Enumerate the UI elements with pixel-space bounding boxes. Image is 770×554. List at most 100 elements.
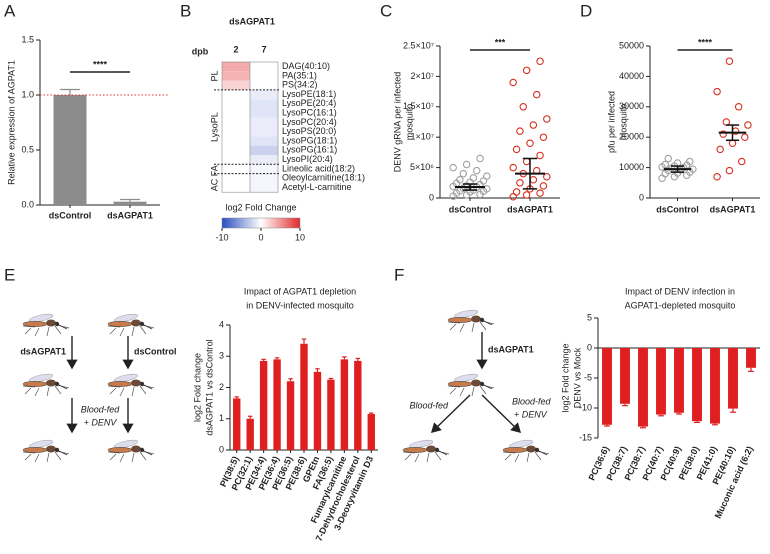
heatmap-cell — [222, 80, 250, 90]
chart-title: in DENV-infected mosquito — [246, 300, 354, 310]
y-tick-label: 4 — [219, 319, 224, 329]
mosquito-leg — [459, 323, 465, 333]
mosquito-leg — [426, 452, 430, 463]
row-label: Lineolic acid(18:2) — [282, 163, 355, 173]
data-point — [536, 189, 544, 197]
heatmap-cell — [222, 117, 250, 128]
bar — [300, 343, 308, 450]
bar — [286, 381, 295, 450]
mosquito-proboscis — [58, 324, 68, 330]
mosquito-leg — [109, 327, 117, 335]
mosquito-icon — [22, 439, 70, 463]
bar — [656, 348, 666, 415]
mosquito-leg — [54, 451, 62, 461]
data-point — [509, 163, 517, 172]
mosquito-leg — [449, 323, 457, 331]
data-point — [734, 103, 743, 111]
mosquito-abdomen — [107, 447, 133, 453]
mosquito-icon — [22, 373, 70, 397]
mosquito-leg — [54, 385, 62, 395]
mosquito-wing — [113, 313, 139, 323]
data-point — [483, 172, 491, 180]
data-point — [539, 133, 548, 141]
mosquito-wing — [453, 373, 479, 383]
data-point — [543, 172, 551, 181]
data-point — [658, 174, 666, 182]
treatment-label: dsAGPAT1 — [488, 344, 534, 354]
data-point — [716, 145, 724, 154]
mosquito-icon — [107, 439, 155, 463]
data-point — [539, 182, 548, 190]
mosquito-leg — [481, 320, 495, 325]
mosquito-thorax — [46, 445, 56, 453]
data-point — [483, 185, 491, 193]
x-tick-label: dsAGPAT1 — [710, 204, 756, 214]
heatmap-cell — [250, 117, 278, 128]
mosquito-head — [534, 447, 540, 453]
chart-title: AGPAT1-depleted mosquito — [625, 300, 736, 310]
mosquito-abdomen — [22, 321, 48, 327]
heatmap-cell — [222, 182, 250, 193]
bar — [367, 414, 375, 450]
y-axis-label: mosquito — [404, 104, 414, 141]
group-label: PL — [209, 70, 219, 81]
row-label: PA(35:1) — [282, 70, 317, 80]
row-label: LysoPS(20:0) — [282, 126, 336, 136]
data-point — [713, 87, 721, 96]
y-tick-label: 0.0 — [21, 199, 34, 209]
mosquito-leg — [534, 451, 542, 461]
row-label: Acetyl-L-carnitine — [282, 182, 352, 192]
heatmap-cell — [222, 155, 250, 165]
significance-label: **** — [93, 59, 108, 69]
heatmap-cell — [250, 173, 278, 183]
heatmap-cell — [250, 108, 278, 118]
mosquito-leg — [141, 384, 155, 389]
colorbar-tick-label: 0 — [258, 232, 263, 242]
mosquito-abdomen — [22, 381, 48, 387]
data-point — [476, 154, 484, 163]
data-point — [519, 103, 528, 111]
mosquito-leg — [119, 453, 125, 463]
colorbar — [221, 217, 301, 229]
mosquito-leg — [131, 452, 135, 463]
bar — [620, 348, 630, 404]
mosquito-head — [139, 381, 145, 387]
mosquito-leg — [54, 325, 62, 335]
y-tick-label: 1 — [219, 413, 224, 423]
mosquito-leg — [504, 453, 512, 461]
mosquito-icon — [502, 439, 550, 463]
mosquito-icon — [107, 313, 155, 337]
mosquito-leg — [139, 385, 147, 395]
data-point — [472, 166, 481, 175]
y-axis-label: dsAGPAT1 vs dsControl — [204, 339, 214, 435]
mosquito-leg — [109, 453, 117, 461]
arrow — [430, 394, 471, 433]
mosquito-leg — [514, 453, 520, 463]
bar — [233, 398, 241, 450]
y-tick-label: 2 — [219, 382, 224, 392]
y-axis-label: DENV gRNA per infected — [392, 72, 402, 173]
column-title: dpb — [192, 46, 209, 56]
mosquito-leg — [119, 327, 125, 337]
bar — [53, 95, 87, 205]
y-tick-label: -5 — [584, 372, 592, 382]
mosquito-leg — [536, 450, 550, 455]
mosquito-thorax — [46, 319, 56, 327]
heatmap-cell — [222, 108, 250, 118]
mosquito-wing — [28, 373, 54, 383]
row-label: LysoPG(16:1) — [282, 145, 337, 155]
mosquito-icon — [447, 309, 495, 333]
mosquito-head — [479, 317, 485, 323]
mosquito-abdomen — [107, 381, 133, 387]
group-label: LysoPL — [209, 112, 219, 142]
data-point — [725, 166, 734, 175]
data-point — [522, 157, 531, 166]
bar — [710, 348, 720, 424]
mosquito-thorax — [131, 379, 141, 387]
condition-label: + DENV — [84, 417, 118, 427]
data-point — [686, 157, 694, 166]
mosquito-leg — [56, 324, 70, 329]
data-point — [713, 172, 721, 181]
mosquito-thorax — [131, 319, 141, 327]
bar — [674, 348, 684, 413]
